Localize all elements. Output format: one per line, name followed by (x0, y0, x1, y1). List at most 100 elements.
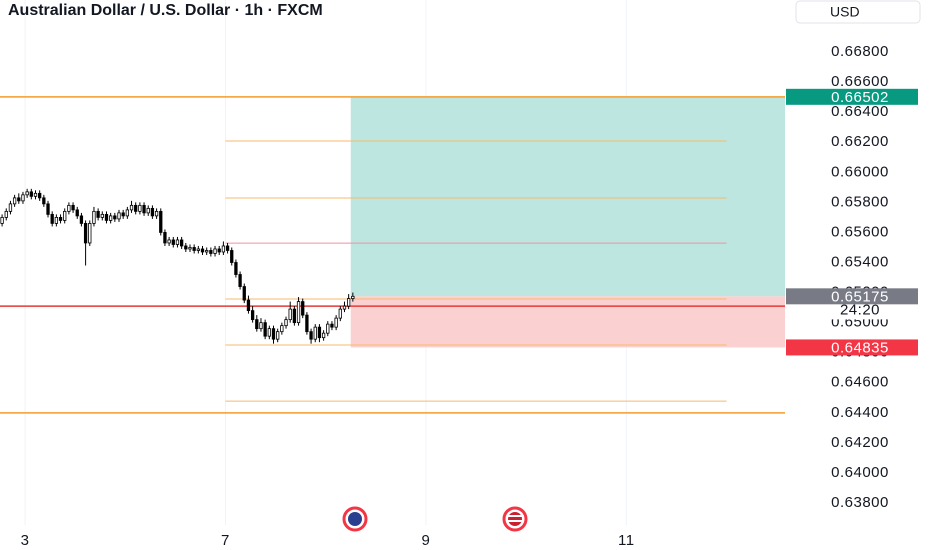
candle-body (138, 204, 142, 212)
candle-body (150, 207, 155, 217)
candle-body (292, 308, 297, 324)
candle-body (108, 215, 113, 221)
candle-body (96, 210, 100, 218)
candle-body (280, 325, 284, 333)
candle-body (4, 210, 8, 218)
event-icon[interactable] (342, 506, 368, 532)
candle-body (113, 215, 117, 220)
price-label-background (786, 288, 918, 305)
candle-body (188, 247, 192, 250)
candle-body (167, 239, 171, 244)
candle-body (184, 245, 188, 250)
candle-body (179, 239, 184, 247)
candle-body (125, 209, 130, 217)
candle-body (12, 197, 17, 205)
candle-body (63, 210, 67, 221)
candle-body (92, 210, 96, 224)
candle-body (342, 305, 347, 310)
candle-body (117, 212, 121, 220)
chart-title: Australian Dollar / U.S. Dollar · 1h · F… (8, 2, 323, 19)
candle-body (171, 239, 175, 245)
target-zone (350, 96, 785, 297)
candle-body (38, 192, 42, 199)
candle-body (8, 203, 13, 212)
candle-body (21, 194, 25, 202)
candle-body (276, 331, 280, 340)
x-tick-label: 3 (21, 532, 30, 549)
candle-body (46, 203, 50, 215)
candle-body (301, 301, 305, 316)
x-tick-label: 7 (221, 532, 230, 549)
candle-body (163, 232, 167, 244)
candle-body (309, 331, 313, 340)
candle-body (230, 250, 234, 263)
candle-body (159, 210, 163, 233)
candle-body (259, 322, 263, 330)
candle-body (205, 250, 209, 253)
candle-body (221, 245, 226, 253)
price-label: 0.66502 (831, 89, 889, 106)
stop-zone (350, 296, 785, 348)
candle-body (175, 239, 180, 245)
y-tick-label: 0.64400 (831, 404, 889, 421)
currency-label[interactable]: USD (830, 4, 860, 20)
event-icon[interactable] (502, 506, 528, 532)
candle-body (79, 215, 84, 224)
candle-body (196, 248, 200, 251)
candle-body (71, 204, 75, 211)
candle-body (75, 209, 79, 217)
y-tick-label: 0.65600 (831, 223, 889, 240)
candle-body (225, 245, 230, 251)
candle-body (263, 322, 267, 337)
candle-body (284, 319, 288, 327)
candle-body (250, 310, 255, 321)
candle-body (29, 191, 33, 197)
candle-body (142, 204, 146, 214)
candle-body (321, 332, 326, 339)
y-tick-label: 0.66200 (831, 133, 889, 150)
candle-body (129, 204, 134, 211)
candle-body (192, 247, 196, 251)
candle-body (42, 197, 46, 205)
candle-body (58, 216, 63, 221)
candle-body (54, 216, 59, 224)
price-label-background (786, 88, 918, 105)
candle-body (100, 213, 104, 218)
candle-body (209, 250, 213, 254)
candle-body (326, 323, 330, 334)
candle-body (217, 248, 221, 253)
y-tick-label: 0.66400 (831, 103, 889, 120)
candle-body (288, 308, 292, 321)
candle-body (17, 197, 21, 202)
price-label: 0.64835 (831, 339, 889, 356)
candle-body (83, 223, 88, 244)
y-tick-label: 0.64200 (831, 434, 889, 451)
candle-body (313, 326, 317, 340)
x-tick-label: 9 (421, 532, 430, 549)
candle-body (305, 314, 309, 333)
candle-body (146, 207, 150, 214)
y-tick-label: 0.66600 (831, 73, 889, 90)
y-tick-label: 0.63800 (831, 494, 889, 511)
price-label: 0.65175 (831, 288, 889, 305)
candle-body (347, 298, 351, 307)
countdown: 24:20 (840, 301, 880, 318)
candle-body (67, 204, 71, 212)
candle-body (50, 213, 54, 224)
candle-body (234, 262, 238, 275)
candle-body (104, 213, 109, 221)
candle-body (242, 286, 246, 301)
price-axis: 0.63800 0.64000 0.64200 0.64400 0.64600 0.648… (786, 43, 920, 511)
y-tick-label: 0.64600 (831, 374, 889, 391)
currency-button[interactable] (795, 0, 921, 24)
y-tick-label: 0.65400 (831, 253, 889, 270)
candle-body (246, 299, 251, 312)
y-tick-label: 0.64000 (831, 464, 889, 481)
candle-body (296, 301, 301, 324)
candle-body (351, 295, 355, 299)
candle-body (338, 308, 342, 319)
candle-body (238, 274, 242, 287)
candle-body (330, 323, 334, 328)
candle-body (33, 192, 38, 197)
